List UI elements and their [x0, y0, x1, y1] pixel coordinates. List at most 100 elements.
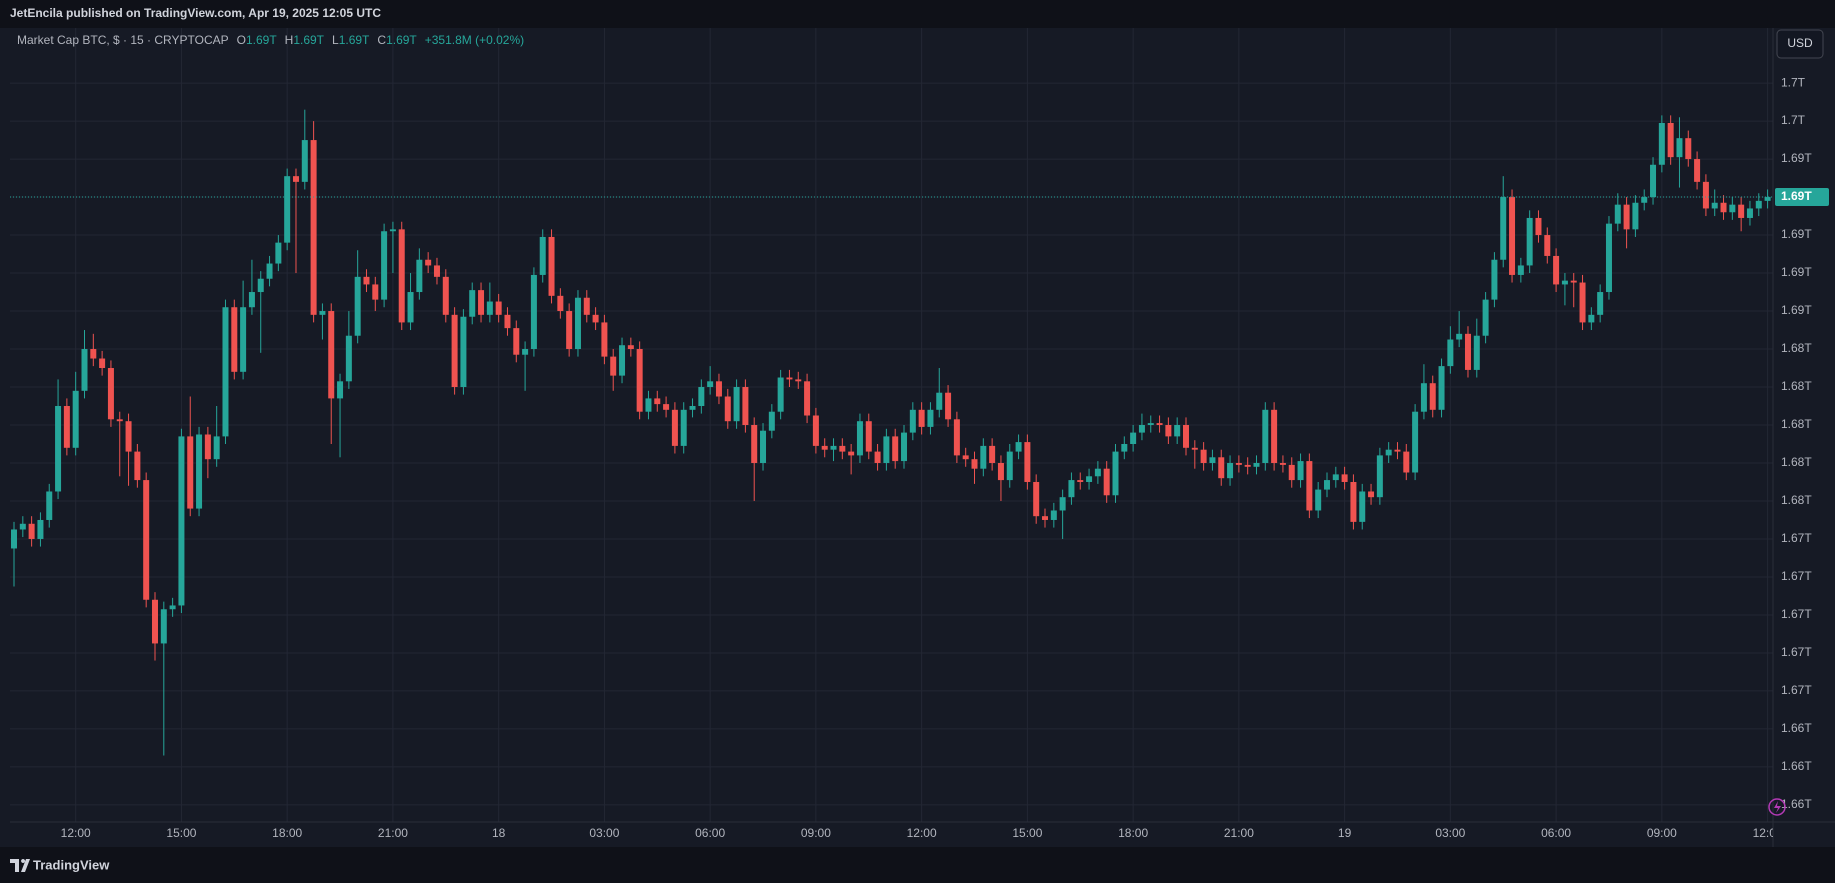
candle-body: [1561, 280, 1568, 285]
grid: [10, 28, 1773, 822]
candle-body: [1209, 457, 1216, 463]
candle-body: [636, 349, 643, 412]
candle-body: [566, 311, 573, 350]
y-tick-label: 1.69T: [1781, 151, 1812, 165]
candle-body: [178, 436, 185, 606]
candles: [10, 109, 1773, 756]
legend-open-label: O: [237, 33, 246, 47]
candle-body: [724, 396, 731, 422]
brand-name[interactable]: TradingView: [33, 857, 110, 872]
candle-body: [451, 314, 458, 388]
candle-body: [1420, 383, 1427, 412]
candle-body: [55, 406, 62, 492]
candle-body: [1456, 333, 1463, 340]
candle-body: [839, 445, 846, 452]
x-tick-label: 15:00: [166, 826, 196, 840]
candle-body: [1165, 425, 1172, 437]
candle-body: [1368, 491, 1375, 498]
candle-body: [1464, 333, 1471, 370]
candle-body: [715, 381, 722, 397]
legend-high-label: H: [285, 33, 294, 47]
candle-body: [1403, 451, 1410, 473]
candle-body: [883, 436, 890, 463]
currency-button[interactable]: [1776, 29, 1824, 59]
candle-body: [160, 609, 167, 644]
candle-body: [1412, 411, 1419, 473]
candle-body: [1244, 464, 1251, 467]
candle-body: [354, 276, 361, 336]
candle-body: [1218, 457, 1225, 479]
candle-body: [1235, 462, 1242, 465]
candle-body: [848, 451, 855, 456]
y-tick-label: 1.68T: [1781, 493, 1812, 507]
candle-body: [1553, 255, 1560, 285]
y-tick-label: 1.68T: [1781, 379, 1812, 393]
candle-body: [1588, 314, 1595, 323]
candle-body: [583, 297, 590, 315]
candle-body: [548, 236, 555, 296]
candle-body: [266, 263, 273, 279]
candle-body: [689, 406, 696, 410]
y-tick-label: 1.67T: [1781, 645, 1812, 659]
candle-body: [1447, 339, 1454, 367]
candle-body: [1297, 461, 1304, 481]
currency-label[interactable]: USD: [1787, 36, 1813, 50]
candle-body: [1438, 366, 1445, 410]
candle-body: [398, 229, 405, 323]
y-tick-label: 1.66T: [1781, 759, 1812, 773]
candle-body: [927, 409, 934, 427]
candle-body: [918, 409, 925, 427]
candle-body: [645, 398, 652, 412]
candle-body: [433, 265, 440, 277]
candle-body: [1253, 462, 1260, 467]
candle-body: [795, 379, 802, 382]
candle-body: [1623, 204, 1630, 230]
candle-body: [1033, 481, 1040, 517]
candle-body: [1200, 449, 1207, 463]
candle-body: [1614, 204, 1621, 224]
x-tick-label: 03:00: [1435, 826, 1465, 840]
candle-body: [592, 314, 599, 323]
candle-body: [416, 259, 423, 293]
candle-body: [381, 231, 388, 300]
candle-body: [786, 377, 793, 380]
top-bar: [0, 0, 1835, 28]
candle-body: [574, 297, 581, 350]
candle-body: [1597, 292, 1604, 315]
y-tick-label: 1.68T: [1781, 341, 1812, 355]
candle-body: [1174, 425, 1181, 437]
publish-info: JetEncila published on TradingView.com, …: [10, 6, 381, 20]
candle-body: [601, 322, 608, 357]
y-tick-label: 1.67T: [1781, 569, 1812, 583]
candle-body: [1482, 299, 1489, 336]
candle-body: [777, 377, 784, 412]
x-tick-label: 06:00: [695, 826, 725, 840]
candle-body: [319, 311, 326, 315]
candle-body: [1500, 197, 1507, 260]
candle-body: [1641, 197, 1648, 203]
candle-body: [874, 451, 881, 463]
candle-body: [151, 599, 158, 644]
candle-body: [1579, 282, 1586, 323]
brand-logo: [10, 859, 30, 872]
candle-body: [1729, 204, 1736, 213]
candle-body: [28, 523, 35, 539]
x-tick-label: 15:00: [1012, 826, 1042, 840]
candle-body: [1694, 159, 1701, 182]
candle-body: [196, 434, 203, 509]
flash-icon[interactable]: [1768, 798, 1786, 816]
x-tick-label: 12:00: [1753, 826, 1783, 840]
candle-body: [962, 455, 969, 460]
candle-body: [742, 387, 749, 425]
candle-body: [1130, 432, 1137, 444]
candle-body: [671, 409, 678, 446]
candle-body: [11, 529, 17, 549]
candle-body: [107, 368, 114, 420]
bottom-bar: [0, 847, 1835, 883]
x-tick-label: 21:00: [378, 826, 408, 840]
y-tick-label: 1.67T: [1781, 531, 1812, 545]
candle-body: [125, 421, 132, 452]
candle-body: [997, 462, 1004, 481]
